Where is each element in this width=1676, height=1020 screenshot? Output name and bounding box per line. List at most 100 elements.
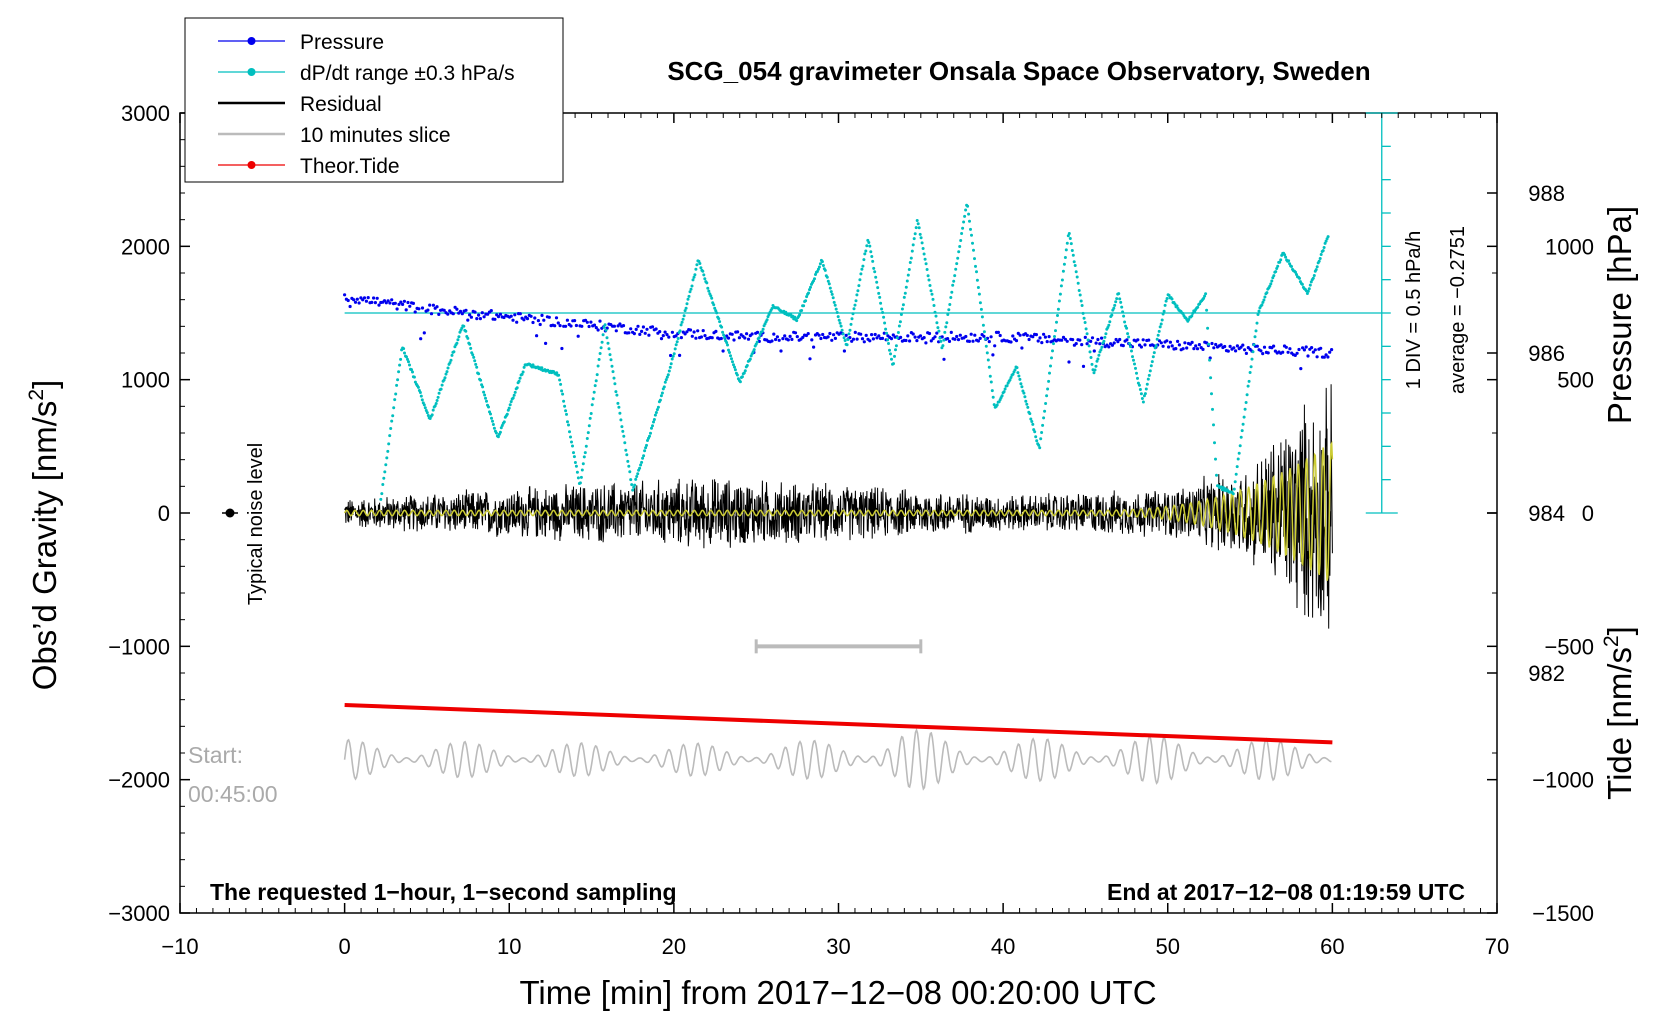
dpdt-point: [1102, 339, 1106, 343]
pressure-point: [795, 335, 799, 339]
dpdt-point: [396, 378, 400, 382]
pressure-point: [842, 349, 847, 353]
pressure-point: [598, 319, 602, 323]
pressure-point: [806, 332, 810, 336]
pressure-point: [1114, 337, 1118, 342]
noise-level-label: Typical noise level: [245, 443, 267, 605]
pressure-point: [913, 335, 917, 339]
pressure-point: [860, 337, 865, 341]
dpdt-point: [682, 314, 686, 318]
dpdt-point: [1324, 239, 1328, 243]
dpdt-point: [853, 303, 857, 307]
pressure-point: [612, 324, 617, 328]
dpdt-point: [402, 347, 406, 351]
dpdt-point: [991, 395, 995, 399]
pressure-point: [868, 339, 872, 343]
pressure-point: [882, 331, 886, 335]
pressure-point: [382, 299, 387, 303]
y-tick-label: 0: [158, 501, 170, 526]
dpdt-point: [1076, 281, 1080, 285]
pressure-point: [1031, 335, 1035, 339]
pressure-point: [875, 336, 879, 340]
pressure-point: [515, 320, 519, 324]
dpdt-point: [722, 333, 726, 337]
pressure-point: [663, 330, 667, 334]
dpdt-point: [916, 222, 920, 226]
pressure-point: [730, 332, 734, 336]
pressure-point: [1315, 355, 1319, 359]
dpdt-point: [1113, 303, 1117, 307]
dpdt-point: [1077, 289, 1081, 292]
dpdt-point: [1300, 282, 1304, 286]
dpdt-point: [978, 301, 982, 305]
pressure-point: [641, 325, 646, 329]
dpdt-point: [1155, 337, 1159, 341]
dpdt-point: [825, 275, 829, 279]
dpdt-point: [1256, 313, 1260, 316]
dpdt-point: [1236, 457, 1240, 461]
pressure-point: [1185, 346, 1189, 350]
dpdt-point: [1070, 249, 1074, 252]
pressure-point: [1112, 341, 1116, 345]
dpdt-point: [563, 404, 567, 408]
pressure-point: [1295, 351, 1299, 355]
pressure-point: [830, 338, 834, 342]
pressure-tick-label: 982: [1528, 661, 1565, 686]
dpdt-point: [868, 244, 872, 248]
scale-average-label: average = −0.2751: [1447, 226, 1469, 394]
dpdt-point: [1119, 300, 1123, 304]
dpdt-point: [1207, 342, 1211, 346]
dpdt-point: [587, 424, 591, 428]
dpdt-point: [644, 446, 648, 450]
pressure-point: [955, 334, 959, 339]
dpdt-point: [1326, 235, 1330, 239]
dpdt-point: [1115, 297, 1119, 301]
dpdt-point: [1055, 320, 1058, 324]
dpdt-point: [606, 341, 610, 345]
pressure-point: [922, 336, 926, 340]
dpdt-point: [614, 390, 618, 394]
pressure-point: [395, 307, 399, 311]
dpdt-point: [1295, 273, 1298, 276]
dpdt-point: [953, 274, 957, 278]
pressure-point: [1116, 340, 1120, 344]
dpdt-point: [610, 364, 614, 368]
dpdt-point: [1054, 329, 1057, 333]
dpdt-point: [479, 378, 483, 382]
dpdt-point: [1050, 356, 1053, 360]
pressure-point: [1212, 346, 1216, 350]
dpdt-point: [836, 315, 840, 319]
dpdt-point: [979, 307, 983, 311]
pressure-point: [558, 324, 562, 328]
dpdt-point: [807, 291, 810, 295]
dpdt-point: [1129, 345, 1132, 349]
pressure-point: [1110, 343, 1114, 347]
dpdt-point: [439, 387, 443, 391]
pressure-point: [533, 316, 537, 320]
dpdt-point: [625, 453, 629, 457]
dpdt-point: [1040, 431, 1044, 434]
dpdt-point: [1057, 299, 1061, 303]
dpdt-point: [1135, 371, 1138, 375]
pressure-point: [701, 329, 705, 333]
dpdt-point: [1073, 264, 1077, 267]
dpdt-point: [921, 247, 925, 250]
dpdt-point: [818, 262, 822, 266]
pressure-point: [978, 336, 982, 340]
dpdt-point: [1081, 311, 1085, 315]
dpdt-point: [1137, 383, 1141, 387]
dpdt-point: [1214, 457, 1217, 461]
dpdt-point: [847, 332, 851, 336]
pressure-point: [1201, 347, 1205, 351]
pressure-point: [370, 300, 374, 304]
dpdt-point: [603, 323, 607, 327]
y-axis-label-pressure: Pressure [hPa]: [1601, 206, 1638, 424]
pressure-point: [431, 303, 435, 307]
dpdt-point: [732, 363, 735, 367]
dpdt-point: [1190, 314, 1194, 318]
dpdt-point: [630, 483, 634, 487]
dpdt-point: [1002, 390, 1006, 394]
dpdt-point: [491, 419, 494, 423]
dpdt-point: [802, 304, 806, 308]
dpdt-point: [849, 322, 853, 326]
